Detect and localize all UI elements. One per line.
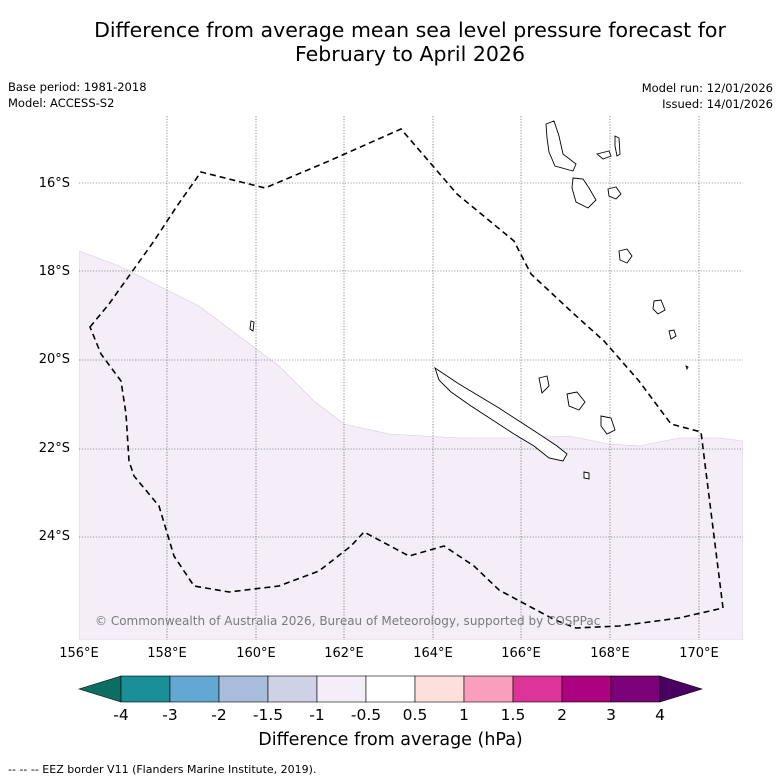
mare — [600, 415, 616, 435]
colorbar-swatch — [120, 675, 171, 703]
colorbar-tick: 1 — [459, 706, 469, 724]
colorbar-swatch — [561, 675, 612, 703]
colorbar-swatch — [463, 675, 514, 703]
efate — [607, 186, 622, 200]
aneityum — [668, 329, 677, 340]
base-period: Base period: 1981-2018 — [8, 80, 147, 94]
model-run: Model run: 12/01/2026 — [641, 81, 773, 95]
colorbar-tick: 3 — [606, 706, 616, 724]
colorbar-tick: 0.5 — [402, 706, 428, 724]
colorbar-high-extend — [659, 675, 704, 703]
coastlines — [249, 120, 689, 480]
lon-label-168e: 168°E — [590, 646, 630, 661]
colorbar-tick: -2 — [211, 706, 227, 724]
title-line-1: Difference from average mean sea level p… — [94, 18, 726, 42]
maewo-ambae — [596, 150, 612, 160]
gridlines — [79, 116, 743, 640]
colorbar-swatch — [169, 675, 220, 703]
colorbar-tick: -4 — [113, 706, 129, 724]
eez-legend: -- -- -- EEZ border V11 (Flanders Marine… — [8, 763, 317, 776]
anomaly-region — [79, 250, 743, 640]
lon-label-164e: 164°E — [413, 646, 453, 661]
lat-label-22s: 22°S — [38, 441, 70, 456]
isle-of-pines — [583, 471, 590, 480]
colorbar-swatch — [414, 675, 465, 703]
matthew-island — [685, 365, 689, 371]
lon-label-160e: 160°E — [236, 646, 276, 661]
tanna — [652, 299, 666, 315]
chesterfield — [249, 320, 255, 332]
erromango — [618, 248, 633, 264]
lifou — [566, 391, 586, 411]
lat-label-24s: 24°S — [38, 529, 70, 544]
colorbar-swatch — [316, 675, 367, 703]
eez-border — [89, 128, 724, 629]
model-name: Model: ACCESS-S2 — [8, 96, 115, 110]
ouvea — [538, 375, 550, 394]
lat-label-20s: 20°S — [38, 352, 70, 367]
colorbar-tick: -0.5 — [350, 706, 382, 724]
map-panel — [79, 116, 743, 640]
meta-left: Base period: 1981-2018 Model: ACCESS-S2 — [8, 79, 147, 111]
colorbar-label: Difference from average (hPa) — [258, 730, 523, 750]
lon-label-158e: 158°E — [147, 646, 187, 661]
copyright-notice: © Commonwealth of Australia 2026, Bureau… — [95, 614, 601, 628]
lon-label-166e: 166°E — [501, 646, 541, 661]
colorbar-tick: -1 — [309, 706, 325, 724]
espiritu-santo — [545, 120, 577, 172]
colorbar-tick: 1.5 — [500, 706, 526, 724]
chart-title: Difference from average mean sea level p… — [0, 18, 781, 66]
meta-right: Model run: 12/01/2026 Issued: 14/01/2026 — [642, 80, 773, 112]
issued-date: Issued: 14/01/2026 — [662, 97, 773, 111]
colorbar-swatch — [218, 675, 269, 703]
colorbar-swatch — [610, 675, 661, 703]
map-canvas — [79, 116, 743, 640]
colorbar-tick: -1.5 — [252, 706, 284, 724]
lat-label-16s: 16°S — [38, 176, 70, 191]
colorbar-tick: 4 — [655, 706, 665, 724]
lat-label-18s: 18°S — [38, 264, 70, 279]
new-caledonia — [434, 366, 568, 462]
pentecost — [614, 135, 621, 157]
lon-label-170e: 170°E — [679, 646, 719, 661]
colorbar — [77, 675, 704, 703]
colorbar-tick: -3 — [162, 706, 178, 724]
colorbar-swatch — [365, 675, 416, 703]
colorbar-low-extend — [77, 675, 122, 703]
malakula — [571, 177, 597, 209]
colorbar-tick: 2 — [557, 706, 567, 724]
title-line-2: February to April 2026 — [295, 42, 525, 66]
lon-label-162e: 162°E — [324, 646, 364, 661]
lon-label-156e: 156°E — [59, 646, 99, 661]
colorbar-swatch — [267, 675, 318, 703]
colorbar-swatch — [512, 675, 563, 703]
